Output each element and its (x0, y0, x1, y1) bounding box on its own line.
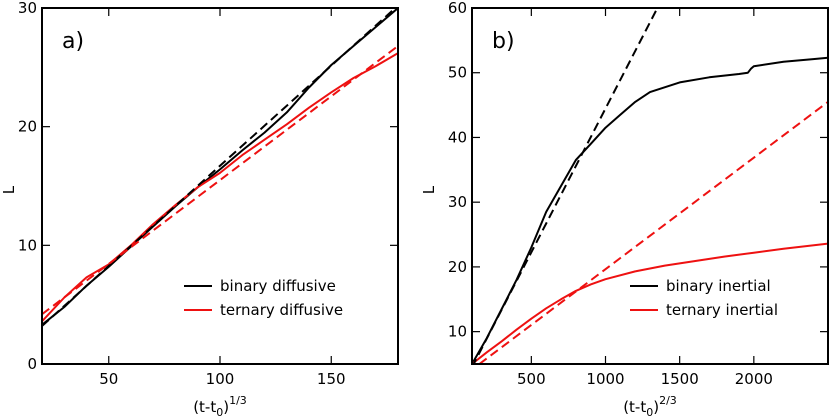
panel-b: 500 1000 1500 2000 10 20 30 40 50 60 b) L (t-t0)2… (420, 0, 829, 416)
panel-b-label: b) (492, 29, 515, 54)
panel-a-series-layer (42, 8, 398, 327)
panel-b-ytick-label-40: 40 (448, 128, 467, 146)
panel-a-xtick-label-150: 150 (317, 370, 346, 388)
panel-b-xlabel-base: (t-t (623, 398, 646, 416)
panel-b-ytick-label-50: 50 (448, 64, 467, 82)
panel-b-ytick-label-60: 60 (448, 0, 467, 17)
panel-a-ytick-label-0: 0 (27, 355, 37, 373)
panel-a-xtick-label-100: 100 (206, 370, 235, 388)
panel-b-xtick-label-1500: 1500 (661, 370, 699, 388)
panel-b-xlabel-close: ) (653, 398, 659, 416)
panel-a-xtick-label-50: 50 (99, 370, 118, 388)
panel-b-tick-layer: 500 1000 1500 2000 10 20 30 40 50 60 (448, 0, 828, 388)
legend-label-ternary-inertial: ternary inertial (666, 301, 778, 319)
panel-b-series-layer (472, 8, 828, 364)
panel-b-ylabel: L (420, 185, 438, 194)
legend-label-ternary-diffusive: ternary diffusive (220, 301, 343, 319)
series-line-dashed-fit-3 (478, 101, 828, 364)
series-line-ternary-inertial (472, 242, 828, 364)
panel-a-xlabel-sup: 1/3 (229, 394, 247, 407)
series-line-dashed-fit-3 (42, 45, 398, 315)
panel-a-xlabel-sub: 0 (216, 406, 223, 416)
panel-a-ylabel: L (0, 185, 18, 194)
series-line-binary-inertial (472, 56, 828, 364)
panel-b-ytick-label-30: 30 (448, 193, 467, 211)
panel-a-ytick-label-10: 10 (18, 236, 37, 254)
legend-label-binary-inertial: binary inertial (666, 277, 771, 295)
panel-b-xlabel: (t-t0)2/3 (623, 394, 677, 416)
panel-a-xlabel-close: ) (223, 398, 229, 416)
panel-b-xlabel-sub: 0 (646, 406, 653, 416)
panel-b-frame (471, 7, 829, 365)
panel-a-xlabel-base: (t-t (193, 398, 216, 416)
panel-b-xtick-label-1000: 1000 (586, 370, 624, 388)
panel-a-ytick-label-30: 30 (18, 0, 37, 17)
panel-b-xlabel-sup: 2/3 (659, 394, 677, 407)
panel-a-tick-layer: 50 100 150 0 10 20 30 (18, 0, 398, 388)
panel-b-ytick-label-10: 10 (448, 323, 467, 341)
panel-b-xtick-label-2000: 2000 (735, 370, 773, 388)
series-line-dashed-fit-2 (42, 8, 397, 327)
panel-a-xlabel: (t-t0)1/3 (193, 394, 247, 416)
legend-label-binary-diffusive: binary diffusive (220, 277, 336, 295)
panel-b-ytick-label-20: 20 (448, 258, 467, 276)
panel-a-ytick-label-20: 20 (18, 118, 37, 136)
panel-a-label: a) (62, 29, 84, 54)
panel-a-legend: binary diffusive ternary diffusive (184, 277, 343, 319)
panel-b-legend: binary inertial ternary inertial (630, 277, 778, 319)
panel-b-xtick-label-500: 500 (517, 370, 546, 388)
series-line-dashed-fit-2 (472, 8, 659, 364)
